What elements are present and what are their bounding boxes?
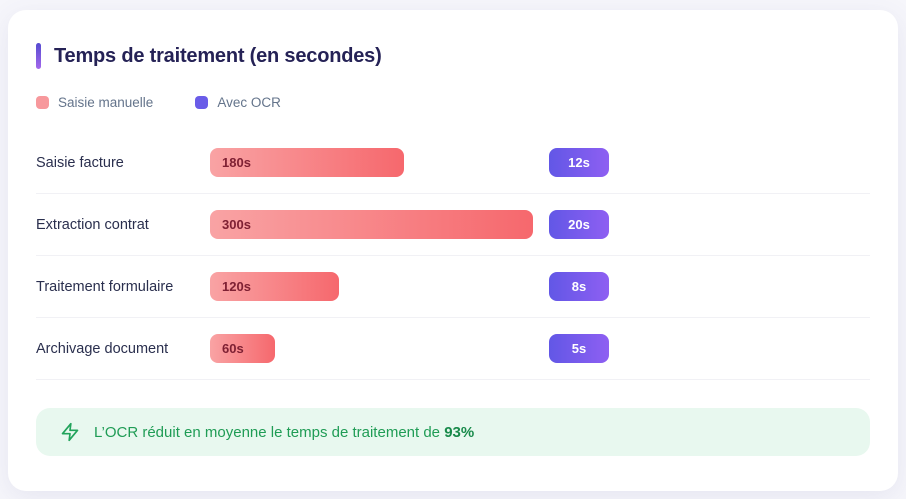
category-label: Archivage document [36, 340, 169, 357]
category-label: Saisie facture [36, 154, 124, 171]
chart-card: Temps de traitement (en secondes) Saisie… [8, 10, 898, 491]
manual-time-bar: 180s [210, 148, 404, 177]
manual-time-value: 60s [222, 341, 244, 356]
chart-row: Archivage document 60s 5s [36, 318, 870, 380]
ocr-color-swatch [195, 95, 209, 109]
ocr-time-value: 8s [571, 279, 587, 294]
manual-bar-track: 180s [210, 148, 549, 177]
chart-title: Temps de traitement (en secondes) [54, 44, 382, 67]
manual-time-value: 120s [222, 279, 251, 294]
legend-item-manual: Saisie manuelle [36, 95, 153, 110]
chart-header: Temps de traitement (en secondes) [36, 42, 870, 70]
ocr-time-bar: 8s [549, 272, 609, 301]
manual-time-value: 300s [222, 217, 251, 232]
manual-time-bar: 120s [210, 272, 339, 301]
summary-text: L’OCR réduit en moyenne le temps de trai… [94, 424, 474, 441]
manual-bar-track: 300s [210, 210, 549, 239]
chart-row: Traitement formulaire 120s 8s [36, 256, 870, 318]
ocr-time-bar: 20s [549, 210, 609, 239]
manual-time-value: 180s [222, 155, 251, 170]
summary-banner: L’OCR réduit en moyenne le temps de trai… [36, 408, 870, 456]
manual-time-bar: 300s [210, 210, 533, 239]
manual-bar-track: 60s [210, 334, 549, 363]
title-accent-bar [36, 43, 41, 69]
summary-highlight: 93% [444, 423, 475, 441]
chart-rows: Saisie facture 180s 12s Extraction contr… [36, 132, 870, 380]
legend-label-manual: Saisie manuelle [58, 94, 154, 110]
chart-legend: Saisie manuelle Avec OCR [36, 94, 870, 110]
ocr-time-value: 20s [568, 217, 590, 232]
legend-item-ocr: Avec OCR [195, 95, 281, 110]
category-label: Extraction contrat [36, 216, 149, 233]
ocr-time-value: 5s [571, 341, 587, 356]
chart-row: Extraction contrat 300s 20s [36, 194, 870, 256]
ocr-time-bar: 12s [549, 148, 609, 177]
ocr-time-bar: 5s [549, 334, 609, 363]
legend-label-ocr: Avec OCR [217, 94, 281, 110]
category-label: Traitement formulaire [36, 278, 174, 295]
manual-bar-track: 120s [210, 272, 549, 301]
zap-icon [61, 422, 79, 442]
manual-color-swatch [36, 95, 49, 109]
ocr-time-value: 12s [568, 155, 590, 170]
manual-time-bar: 60s [210, 334, 275, 363]
chart-row: Saisie facture 180s 12s [36, 132, 870, 194]
summary-text-body: L’OCR réduit en moyenne le temps de trai… [94, 423, 445, 441]
